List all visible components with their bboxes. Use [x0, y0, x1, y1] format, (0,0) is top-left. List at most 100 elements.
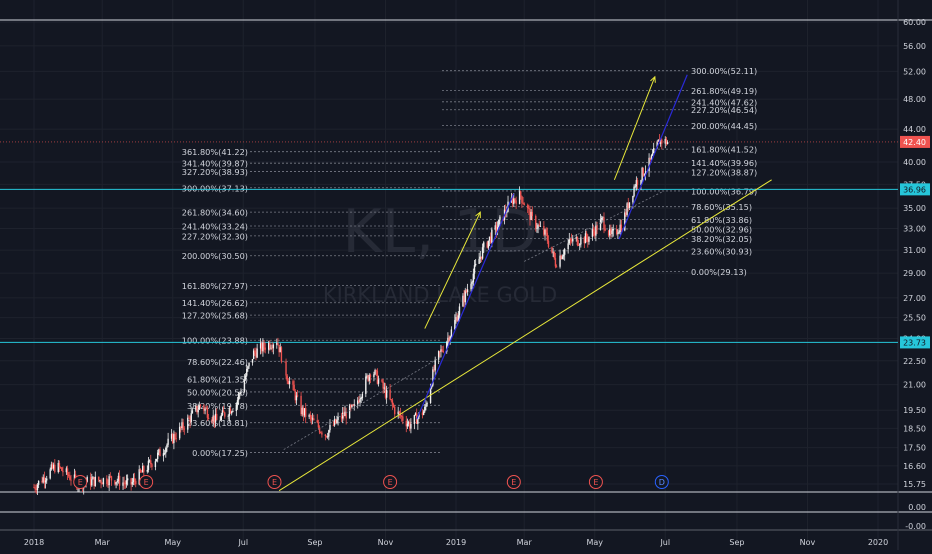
candle-body — [166, 444, 168, 448]
candle-body — [126, 478, 129, 481]
candle-body — [220, 415, 222, 421]
candle-body — [537, 225, 539, 229]
candle-body — [173, 434, 175, 444]
fib-left-label: 61.80%(21.35) — [187, 374, 248, 384]
price-scale[interactable]: 60.0056.0052.0048.0044.0040.0037.5035.00… — [0, 18, 930, 531]
candle-body — [421, 412, 424, 415]
candle-body — [301, 407, 303, 415]
fib-left-label: 78.60%(22.46) — [187, 357, 248, 367]
candle-body — [384, 387, 387, 398]
channel-line — [416, 193, 515, 420]
candle-body — [432, 369, 434, 386]
candles — [33, 133, 669, 496]
fib-left-label: 227.20%(32.30) — [182, 231, 248, 241]
candle-body — [69, 476, 71, 480]
candle-body — [109, 476, 112, 477]
candle-body — [211, 418, 213, 422]
candle-body — [54, 464, 56, 473]
candle-body — [262, 342, 264, 352]
candle-body — [665, 138, 668, 145]
candle-body — [51, 464, 54, 469]
candle-body — [625, 212, 627, 215]
candle-body — [207, 417, 210, 419]
fib-levels: 361.80%(41.22) 341.40%(39.87)327.20%(38.9… — [182, 66, 758, 458]
time-tick-label: Sep — [729, 538, 744, 547]
candle-body — [300, 395, 302, 415]
candle-body — [206, 408, 209, 418]
watermark-name: KIRKLAND LAKE GOLD — [323, 283, 557, 307]
time-scale[interactable]: 2018 Mar May Jul Sep Nov 2019 Mar May Jul Sep Nov 20… — [24, 538, 888, 547]
candle-body — [456, 317, 458, 322]
candle-body — [397, 411, 399, 415]
price-tick-label: 15.75 — [903, 480, 926, 489]
candle-body — [382, 381, 384, 389]
candle-body — [150, 460, 152, 465]
candle-body — [361, 393, 364, 399]
candle-body — [385, 389, 388, 398]
candle-body — [227, 415, 229, 417]
fib-right-label: 261.80%(49.19) — [691, 86, 757, 96]
fib-left-label: 23.60%(18.81) — [187, 418, 248, 428]
candle-body — [204, 408, 206, 411]
candle-body — [151, 464, 153, 468]
candle-body — [36, 484, 39, 491]
candle-body — [278, 345, 280, 353]
candle-body — [316, 420, 318, 423]
candle-body — [463, 295, 465, 303]
price-tick-label: 16.60 — [903, 462, 926, 471]
candle-body — [157, 452, 159, 459]
candle-body — [254, 350, 256, 353]
candle-body — [311, 418, 314, 420]
candle-body — [433, 369, 435, 371]
candle-body — [243, 379, 246, 393]
candle-body — [239, 393, 241, 395]
candle-body — [52, 464, 55, 469]
fib-right-label: 227.20%(46.54) — [691, 105, 757, 115]
fib-left-label: 141.40%(26.62) — [182, 298, 248, 308]
candle-body — [368, 374, 370, 381]
time-tick-label: May — [164, 538, 181, 547]
candle-body — [526, 205, 529, 209]
fib-left-label: 38.20%(19.78) — [187, 401, 248, 411]
candle-body — [146, 469, 149, 472]
candle-body — [547, 240, 550, 247]
candle-body — [373, 374, 375, 378]
candle-body — [333, 419, 336, 426]
candle-body — [67, 474, 70, 477]
candle-body — [86, 476, 88, 483]
price-tick-label: 35.00 — [903, 204, 926, 213]
upward-arrow-head — [475, 211, 481, 219]
candle-body — [483, 242, 485, 248]
candle-body — [122, 482, 124, 486]
price-tick-label: 0.00 — [908, 503, 926, 512]
event-marker-circle — [654, 475, 669, 489]
candle-body — [325, 435, 328, 437]
candle-body — [407, 422, 410, 424]
candle-body — [135, 480, 137, 485]
candle-body — [191, 410, 194, 414]
candle-body — [302, 407, 305, 416]
candle-body — [644, 171, 647, 175]
candle-body — [609, 228, 611, 236]
candle-body — [494, 225, 497, 230]
candle-body — [391, 400, 394, 405]
candle-body — [352, 404, 354, 406]
candle-body — [269, 342, 271, 349]
candle-body — [187, 417, 189, 430]
candle-body — [457, 315, 460, 322]
candle-body — [405, 420, 407, 427]
candle-body — [580, 237, 582, 245]
candle-body — [255, 352, 257, 358]
candle-body — [359, 399, 361, 403]
candle-body — [313, 418, 315, 421]
candle-body — [123, 482, 125, 484]
price-tick-label: 48.00 — [903, 95, 926, 104]
candle-body — [59, 467, 62, 469]
candle-body — [472, 273, 475, 283]
candle-body — [141, 466, 144, 473]
candle-body — [114, 480, 116, 485]
candle-body — [389, 389, 391, 400]
candle-body — [133, 478, 136, 481]
